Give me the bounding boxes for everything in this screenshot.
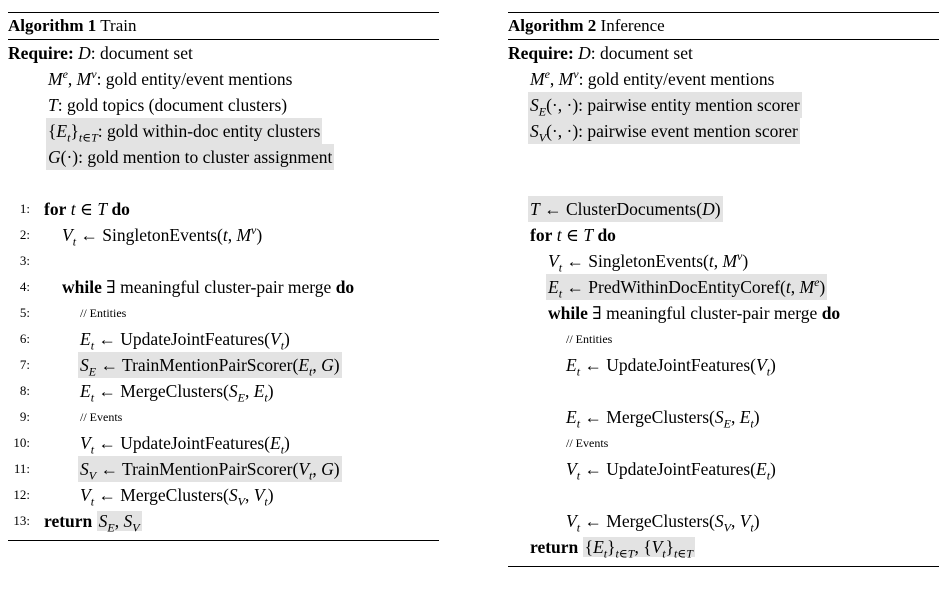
top-rule bbox=[8, 12, 439, 13]
require-item: {Et}t∈T: gold within-doc entity clusters bbox=[8, 118, 439, 144]
require-label: Require: bbox=[8, 43, 74, 63]
algorithm-line: 7: SE ← TrainMentionPairScorer(Et, G) bbox=[8, 352, 439, 378]
algorithm-caption: Algorithm 2 Inference bbox=[508, 13, 939, 39]
require-item: D: document set bbox=[578, 43, 693, 63]
caption-rule bbox=[508, 39, 939, 40]
caption-rule bbox=[8, 39, 439, 40]
line-number: 7: bbox=[19, 357, 30, 372]
algorithm-line bbox=[508, 482, 939, 508]
algorithm-line: Vt ← UpdateJointFeatures(Et) bbox=[566, 459, 776, 483]
algorithm-line: 2: Vt ← SingletonEvents(t, Mv) bbox=[8, 222, 439, 248]
comment: // Events bbox=[566, 436, 609, 450]
algorithm-line: return {Et}t∈T, {Vt}t∈T bbox=[530, 537, 695, 561]
require-item: G(·): gold mention to cluster assignment bbox=[8, 144, 439, 170]
algorithm-line: // Events bbox=[508, 430, 939, 456]
line-number: 12: bbox=[13, 487, 30, 502]
caption-label: Algorithm 2 bbox=[508, 16, 597, 35]
comment: // Events bbox=[80, 410, 123, 424]
top-rule bbox=[508, 12, 939, 13]
algorithm-line: for t ∈ T do bbox=[530, 225, 616, 245]
caption-title: Inference bbox=[600, 16, 665, 35]
line-number: 1: bbox=[19, 201, 30, 216]
algorithm-line: 4: while ∃ meaningful cluster-pair merge… bbox=[8, 274, 439, 300]
require-item: Me, Mv: gold entity/event mentions bbox=[530, 67, 775, 89]
algorithm-caption: Algorithm 1 Train bbox=[8, 13, 439, 39]
caption-title: Train bbox=[100, 16, 137, 35]
algorithm-line: 6: Et ← UpdateJointFeatures(Vt) bbox=[8, 326, 439, 352]
algorithm-1-train: Algorithm 1 Train Require: D: document s… bbox=[8, 12, 439, 541]
line-number: 13: bbox=[13, 513, 30, 528]
algorithm-line: 8: Et ← MergeClusters(SE, Et) bbox=[8, 378, 439, 404]
require-label: Require: bbox=[508, 43, 574, 63]
require-item: SV(·, ·): pairwise event mention scorer bbox=[508, 118, 939, 144]
comment: // Entities bbox=[80, 306, 127, 320]
algorithm-2-inference: Algorithm 2 Inference Require: D: docume… bbox=[508, 12, 939, 567]
line-number: 8: bbox=[19, 383, 30, 398]
line-number: 5: bbox=[19, 305, 30, 320]
require-line: Require: D: document set bbox=[8, 40, 439, 66]
require-item: Me, Mv: gold entity/event mentions bbox=[48, 67, 293, 89]
algorithm-line: 5: // Entities bbox=[8, 300, 439, 326]
algorithm-line: while ∃ meaningful cluster-pair merge do bbox=[548, 303, 841, 323]
comment: // Entities bbox=[566, 332, 613, 346]
algorithm-line: T ← ClusterDocuments(D) bbox=[508, 196, 939, 222]
require-item: SE(·, ·): pairwise entity mention scorer bbox=[508, 92, 939, 118]
bottom-rule bbox=[8, 540, 439, 541]
require-item: D: document set bbox=[78, 43, 193, 63]
algorithm-line: Et ← MergeClusters(SE, Et) bbox=[566, 407, 760, 431]
algorithm-line: 12: Vt ← MergeClusters(SV, Vt) bbox=[8, 482, 439, 508]
require-item: T: gold topics (document clusters) bbox=[48, 95, 288, 115]
algorithm-line: Et ← PredWithinDocEntityCoref(t, Me) bbox=[546, 274, 828, 301]
algorithm-line: Et ← UpdateJointFeatures(Vt) bbox=[566, 355, 776, 379]
algorithm-line: 13: return SE, SV bbox=[8, 508, 439, 534]
algorithm-line: 11: SV ← TrainMentionPairScorer(Vt, G) bbox=[8, 456, 439, 482]
line-number: 4: bbox=[19, 279, 30, 294]
algorithm-line: 3: bbox=[8, 248, 439, 274]
algorithm-line: 9: // Events bbox=[8, 404, 439, 430]
bottom-rule bbox=[508, 566, 939, 567]
line-number: 10: bbox=[13, 435, 30, 450]
caption-label: Algorithm 1 bbox=[8, 16, 97, 35]
algorithm-line: Vt ← SingletonEvents(t, Mv) bbox=[548, 249, 749, 275]
algorithm-line: Vt ← MergeClusters(SV, Vt) bbox=[566, 511, 760, 535]
algorithm-line: 10: Vt ← UpdateJointFeatures(Et) bbox=[8, 430, 439, 456]
line-number: 6: bbox=[19, 331, 30, 346]
line-number: 3: bbox=[19, 253, 30, 268]
algorithm-line bbox=[508, 378, 939, 404]
algorithm-line: // Entities bbox=[508, 326, 939, 352]
require-line: Require: D: document set bbox=[508, 40, 939, 66]
algorithm-line: 1: for t ∈ T do bbox=[8, 196, 439, 222]
line-number: 11: bbox=[13, 461, 30, 476]
line-number: 9: bbox=[19, 409, 30, 424]
line-number: 2: bbox=[19, 227, 30, 242]
